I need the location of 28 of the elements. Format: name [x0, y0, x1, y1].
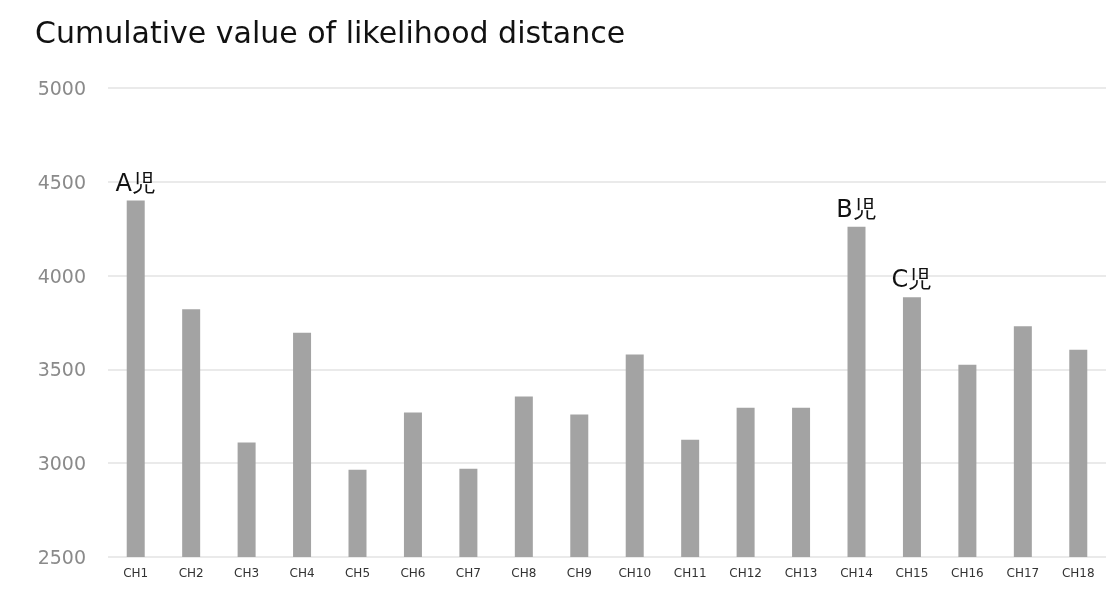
y-tick-label: 3500	[37, 358, 86, 381]
y-tick-label: 5000	[37, 77, 86, 99]
y-tick-label: 3000	[37, 452, 86, 475]
chart-title: Cumulative value of likelihood distance	[35, 14, 626, 50]
y-tick-label: 4500	[37, 170, 86, 193]
x-tick-label: CH14	[840, 566, 873, 580]
x-tick-label: CH17	[1006, 566, 1040, 580]
x-tick-label: CH8	[511, 566, 537, 580]
y-tick-label: 4000	[37, 264, 86, 287]
annotation: B児	[836, 194, 877, 223]
x-tick-label: CH1	[123, 566, 149, 580]
x-tick-label: CH15	[895, 566, 929, 580]
x-tick-label: CH12	[729, 566, 762, 580]
x-tick-label: CH16	[951, 566, 984, 580]
x-tick-label: CH3	[234, 566, 260, 580]
x-tick-label: CH9	[566, 566, 592, 580]
x-tick-label: CH6	[400, 566, 426, 580]
y-tick-label: 2500	[37, 546, 86, 568]
x-tick-label: CH10	[618, 566, 652, 580]
annotation: A児	[115, 168, 156, 197]
annotation: C児	[891, 265, 933, 294]
x-tick-label: CH18	[1061, 566, 1095, 580]
x-tick-label: CH5	[344, 566, 371, 580]
x-tick-label: CH7	[455, 566, 481, 580]
x-tick-label: CH13	[784, 566, 818, 580]
x-tick-label: CH2	[178, 566, 204, 580]
x-tick-label: CH11	[673, 566, 707, 580]
x-tick-label: CH4	[289, 566, 315, 580]
